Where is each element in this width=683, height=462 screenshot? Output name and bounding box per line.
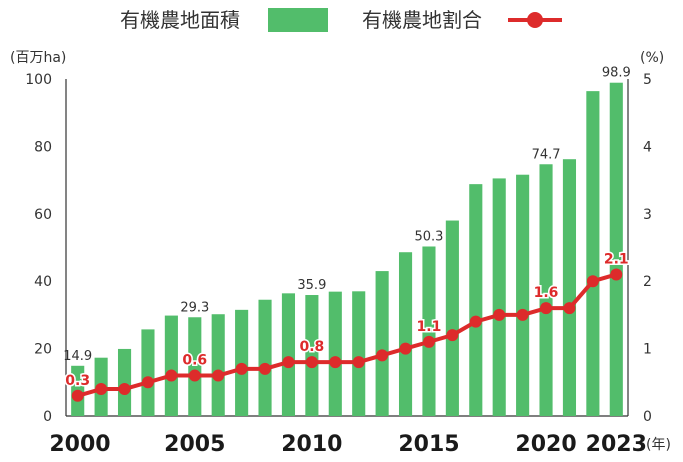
axes [65,79,629,417]
line-labels: 0.3 0.6 0.8 1.1 1.6 2.1 [64,250,630,390]
line-point-2016 [446,329,459,342]
legend: 有機農地面積 有機農地割合 [0,0,683,42]
bar-label-2023: 98.9 [602,66,631,81]
line-point-2013 [376,349,389,362]
bar-label-2000: 14.9 [63,349,92,364]
y-tick-right-4: 4 [643,139,652,155]
legend-line-label: 有機農地割合 [362,8,482,32]
bar-2009 [281,293,296,416]
line-series [71,268,623,402]
line-point-2010 [305,356,318,369]
bar-2014 [398,252,413,416]
x-tick-2000: 2000 [49,432,110,457]
line-point-2005 [188,369,201,382]
y-ticks-left: 0 20 40 60 80 100 [25,72,52,425]
line-point-2007 [235,362,248,375]
line-point-2018 [493,308,506,321]
bar-2011 [328,291,342,416]
line-point-2012 [352,356,365,369]
x-tick-2015: 2015 [398,432,459,457]
line-point-2020 [540,302,553,315]
y-axis-left-unit: (百万ha) [10,50,66,66]
x-tick-2005: 2005 [164,432,225,457]
line-point-2023 [610,268,623,281]
line-point-2011 [329,356,342,369]
bar-labels: 14.9 29.3 35.9 50.3 74.7 98.9 [63,66,631,364]
bar-2020 [539,164,553,416]
line-point-2022 [586,275,599,288]
bar-label-2005: 29.3 [180,300,209,315]
line-label-2010: 0.8 [299,339,324,355]
line-point-2015 [422,335,435,348]
y-tick-right-2: 2 [643,274,652,290]
y-tick-left-40: 40 [34,274,52,290]
legend-line-swatch [508,12,562,28]
bar-2013 [375,271,389,416]
line-point-2001 [95,383,108,396]
bar-2005 [188,317,202,416]
bar-2008 [258,299,272,416]
bar-2002 [117,348,132,416]
line-label-2000: 0.3 [65,373,90,389]
line-point-2009 [282,356,295,369]
y-tick-left-80: 80 [34,139,52,155]
legend-bar-swatch [268,8,328,32]
line-point-2021 [563,302,576,315]
bar-2022 [586,91,600,417]
line-point-2004 [165,369,178,382]
bar-2023 [609,82,623,416]
bar-2021 [562,159,577,416]
y-tick-right-0: 0 [643,409,652,425]
bar-2004 [164,315,178,416]
line-point-2019 [516,308,529,321]
y-tick-left-100: 100 [25,72,52,88]
x-axis-unit: (年) [646,437,671,453]
line-point-2014 [399,342,412,355]
x-tick-2010: 2010 [281,432,342,457]
line-point-2002 [118,383,131,396]
bars [71,82,623,417]
bar-label-2020: 74.7 [532,147,561,162]
x-ticks: 2000 2005 2010 2015 2020 2023 [49,432,647,457]
x-tick-2020: 2020 [515,432,576,457]
bar-2010 [305,295,319,416]
line-point-2003 [141,376,154,389]
y-tick-left-0: 0 [43,409,52,425]
line-point-2000 [71,389,84,402]
bar-label-2015: 50.3 [414,229,443,244]
bar-2012 [352,291,366,416]
line-label-2023: 2.1 [604,251,629,267]
legend-bar-label: 有機農地面積 [120,8,240,32]
y-tick-right-3: 3 [643,207,652,223]
bar-2015 [422,246,436,416]
bar-2003 [141,329,155,416]
y-tick-right-1: 1 [643,342,652,358]
bar-2018 [492,178,506,416]
line-label-2005: 0.6 [182,353,207,369]
bar-2019 [516,174,530,416]
bar-2017 [469,184,483,416]
y-tick-right-5: 5 [643,72,652,88]
line-label-2020: 1.6 [534,285,559,301]
bar-2016 [445,220,459,416]
y-ticks-right: 0 1 2 3 4 5 [643,72,652,425]
y-tick-left-60: 60 [34,207,52,223]
bar-2006 [211,314,225,416]
x-tick-2023: 2023 [586,432,647,457]
line-point-2006 [212,369,225,382]
bar-label-2010: 35.9 [297,278,326,293]
line-label-2015: 1.1 [417,319,442,335]
line-point-2017 [469,315,482,328]
y-axis-right-unit: (%) [640,50,664,66]
y-tick-left-20: 20 [34,342,52,358]
line-point-2008 [259,362,272,375]
